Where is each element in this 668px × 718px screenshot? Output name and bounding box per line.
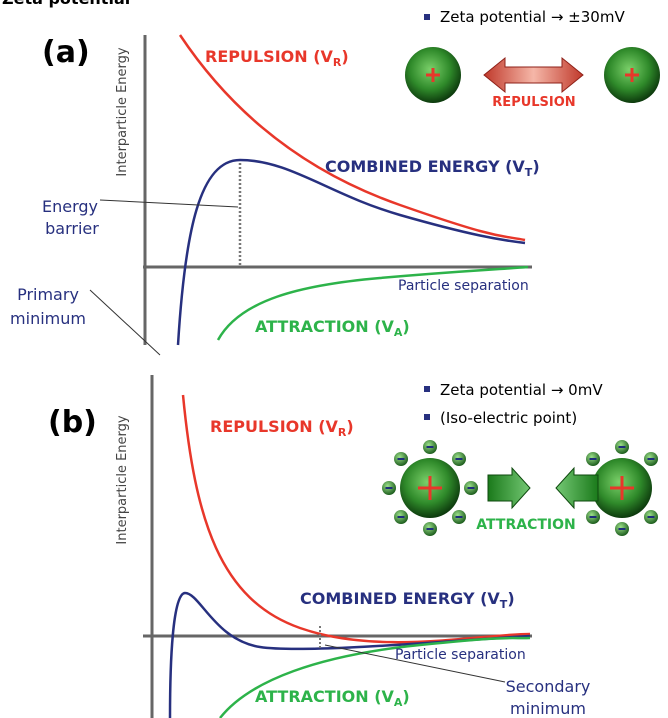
label-subscript: R — [338, 426, 347, 439]
y-axis-label: Interparticle Energy — [115, 47, 130, 176]
bullet — [424, 14, 430, 20]
repulsion-curve — [181, 394, 531, 644]
attraction-curve — [216, 265, 529, 341]
label-text: ) — [532, 157, 539, 176]
panel-a: (a) Interparticle Energy REPULSION (VR) … — [10, 8, 660, 356]
annotation: barrier — [45, 219, 99, 238]
repulsion-curve — [178, 34, 526, 242]
zeta-note: Zeta potential → 0mV — [440, 381, 603, 399]
label-text: ATTRACTION (V — [255, 687, 395, 706]
label-subscript: A — [394, 326, 403, 339]
leader-line — [89, 289, 161, 356]
label-text: ) — [507, 589, 514, 608]
x-axis-label: Particle separation — [395, 647, 526, 663]
combined-label: COMBINED ENERGY (VT) — [325, 157, 540, 179]
annotation: Secondary — [506, 677, 591, 696]
annotation: minimum — [510, 699, 586, 718]
heading: Zeta potential — [2, 0, 130, 8]
leader-line — [324, 644, 506, 683]
arrow-label: REPULSION — [492, 95, 575, 110]
label-text: REPULSION (V — [210, 417, 339, 436]
label-text: ) — [341, 47, 348, 66]
bullet — [424, 414, 430, 420]
plus-sign — [418, 476, 442, 500]
label-subscript: A — [394, 696, 403, 709]
annotation: minimum — [10, 309, 86, 328]
label-subscript: T — [500, 598, 508, 611]
annotation: Energy — [42, 197, 98, 216]
plus-sign — [625, 68, 639, 82]
attraction-label: ATTRACTION (VA) — [255, 317, 410, 339]
panel-letter: (a) — [42, 35, 90, 70]
arrow-label: ATTRACTION — [476, 517, 575, 533]
iso-note: (Iso-electric point) — [440, 409, 577, 427]
combined-label: COMBINED ENERGY (VT) — [300, 589, 515, 611]
plus-sign — [610, 476, 634, 500]
repulsion-label: REPULSION (VR) — [210, 417, 354, 439]
label-text: ) — [402, 317, 409, 336]
attraction-arrow — [487, 466, 599, 510]
bullet — [424, 386, 430, 392]
x-axis-label: Particle separation — [398, 278, 529, 294]
annotation: Primary — [17, 285, 79, 304]
label-text: COMBINED ENERGY (V — [325, 157, 525, 176]
label-text: REPULSION (V — [205, 47, 334, 66]
combined-curve — [176, 158, 526, 346]
label-text: ) — [402, 687, 409, 706]
leader-line — [99, 199, 239, 208]
y-axis-label: Interparticle Energy — [115, 415, 130, 544]
plus-sign — [426, 68, 440, 82]
label-subscript: R — [333, 56, 342, 69]
attraction-label: ATTRACTION (VA) — [255, 687, 410, 709]
label-text: ) — [346, 417, 353, 436]
attraction-curve — [219, 636, 531, 718]
label-subscript: T — [525, 166, 533, 179]
panel-letter: (b) — [48, 405, 97, 440]
repulsion-label: REPULSION (VR) — [205, 47, 349, 69]
label-text: COMBINED ENERGY (V — [300, 589, 500, 608]
particle-group — [382, 440, 658, 536]
repulsion-arrow — [483, 56, 584, 94]
panel-b: (b) Interparticle Energy REPULSION (VR) … — [48, 375, 658, 718]
label-text: ATTRACTION (V — [255, 317, 395, 336]
combined-curve — [168, 591, 531, 718]
zeta-note: Zeta potential → ±30mV — [440, 8, 625, 26]
